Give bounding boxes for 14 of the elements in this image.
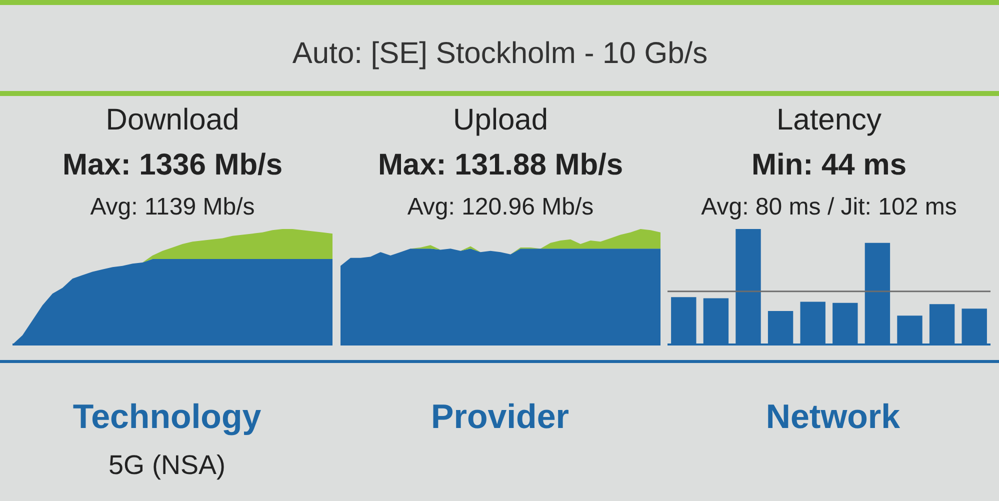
chart-title: Latency xyxy=(776,104,882,136)
text: Auto: [SE] Stockholm - 10 Gb/s xyxy=(292,37,708,70)
chart-title: Upload xyxy=(452,104,548,136)
text: Avg: 120.96 Mb/s xyxy=(407,194,594,220)
chart-subtitle: Min: 44 ms xyxy=(751,148,907,182)
chart-subtitle: Max: 131.88 Mb/s xyxy=(378,148,624,182)
category-label: Network xyxy=(766,398,900,436)
category-label: Provider xyxy=(431,398,569,436)
chart-title: Download xyxy=(106,104,240,136)
chart-subtitle: Max: 1336 Mb/s xyxy=(62,148,283,182)
text: Avg: 1139 Mb/s xyxy=(90,194,255,220)
text: 5G (NSA) xyxy=(108,450,226,480)
text: Avg: 80 ms / Jit: 102 ms xyxy=(701,194,957,220)
category-label: Technology xyxy=(72,398,262,436)
